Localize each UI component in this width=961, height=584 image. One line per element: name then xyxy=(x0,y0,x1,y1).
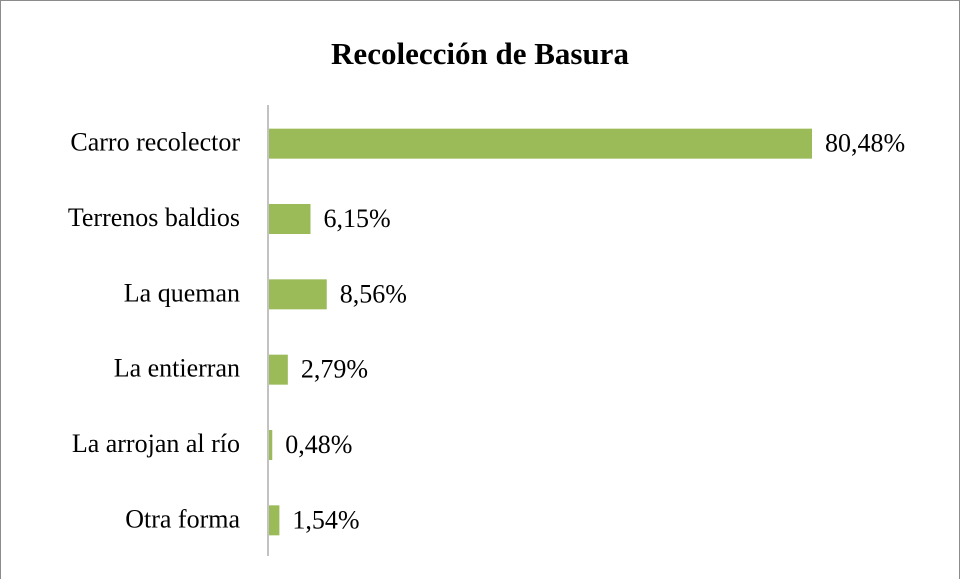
data-label: 80,48% xyxy=(825,129,905,158)
y-tick-label: La entierran xyxy=(114,354,240,383)
bar xyxy=(269,204,311,234)
y-tick-label: Otra forma xyxy=(125,504,240,533)
data-label: 6,15% xyxy=(323,204,390,233)
bar xyxy=(269,354,288,385)
bar xyxy=(269,128,812,159)
y-tick-label: La arrojan al río xyxy=(72,429,240,458)
y-tick-label: La queman xyxy=(124,278,240,307)
data-label: 0,48% xyxy=(285,430,352,459)
y-tick-label: Carro recolector xyxy=(70,128,240,157)
data-label: 8,56% xyxy=(340,279,407,308)
bar xyxy=(269,279,327,310)
data-label: 2,79% xyxy=(301,355,368,384)
y-tick-label: Terrenos baldios xyxy=(68,203,240,232)
bar xyxy=(269,430,273,460)
chart-title: Recolección de Basura xyxy=(331,36,629,71)
bar xyxy=(269,505,280,536)
data-label: 1,54% xyxy=(292,505,359,534)
